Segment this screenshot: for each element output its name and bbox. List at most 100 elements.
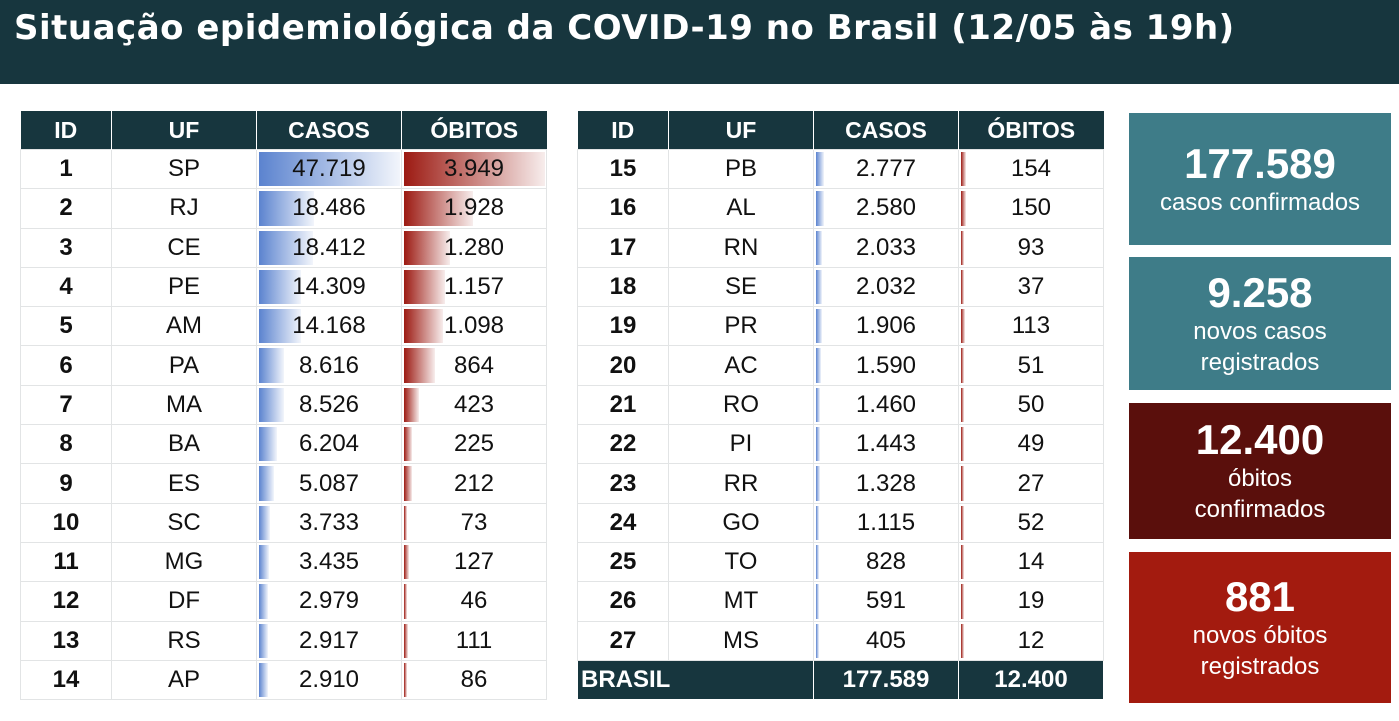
row-uf: PE (111, 266, 257, 308)
card-label-line: confirmados (1194, 496, 1326, 523)
row-casos: 6.204 (256, 424, 402, 465)
row-id: 22 (577, 424, 669, 465)
table-row: 7 MA 8.526 423 (20, 384, 547, 426)
casos-bar (259, 309, 301, 344)
obitos-bar (961, 230, 965, 265)
row-obitos: 225 (401, 424, 547, 465)
obitos-bar (404, 623, 408, 658)
casos-value: 2.917 (298, 626, 360, 654)
row-obitos: 1.098 (401, 306, 547, 347)
row-casos: 3.733 (256, 502, 402, 543)
casos-bar (259, 348, 285, 383)
row-casos: 18.486 (256, 188, 402, 229)
row-obitos: 49 (958, 424, 1104, 465)
row-id: 4 (20, 266, 112, 308)
row-casos: 18.412 (256, 227, 402, 268)
casos-value: 2.979 (298, 587, 360, 615)
row-casos: 1.590 (813, 345, 959, 386)
obitos-value: 12 (1017, 626, 1045, 654)
row-casos: 5.087 (256, 463, 402, 504)
obitos-bar (404, 152, 545, 187)
obitos-value: 50 (1017, 390, 1045, 418)
card-label-line: novos casos (1193, 317, 1327, 345)
casos-bar (816, 230, 822, 265)
obitos-bar (404, 230, 450, 265)
obitos-value: 1.157 (443, 273, 505, 301)
obitos-value: 150 (1010, 194, 1052, 222)
obitos-bar (961, 191, 967, 226)
casos-value: 6.204 (298, 430, 360, 458)
obitos-bar (404, 544, 409, 580)
table-row: 13 RS 2.917 111 (20, 620, 547, 661)
obitos-value: 423 (453, 390, 495, 418)
card-number: 9.258 (1207, 268, 1313, 316)
obitos-bar (404, 387, 420, 423)
table-row: 1 SP 47.719 3.949 (20, 148, 547, 190)
table-row: 23 RR 1.328 27 (577, 463, 1104, 504)
row-obitos: 46 (401, 581, 547, 622)
row-id: 16 (577, 188, 669, 229)
casos-value: 1.115 (856, 508, 916, 536)
casos-bar (816, 544, 819, 580)
obitos-value: 154 (1010, 155, 1052, 183)
casos-bar (816, 505, 820, 540)
row-casos: 47.719 (256, 148, 402, 190)
row-obitos: 52 (958, 502, 1104, 543)
row-id: 6 (20, 345, 112, 386)
row-id: 21 (577, 384, 669, 426)
obitos-bar (961, 348, 964, 383)
row-obitos: 3.949 (401, 148, 547, 190)
row-casos: 1.906 (813, 306, 959, 347)
row-uf: AL (668, 188, 814, 229)
row-uf: RO (668, 384, 814, 426)
obitos-bar (404, 466, 412, 501)
table-header-row: ID UF CASOS ÓBITOS (20, 111, 547, 150)
row-uf: ES (111, 463, 257, 504)
row-uf: PR (668, 306, 814, 347)
table-row: 15 PB 2.777 154 (577, 148, 1104, 190)
card-novos-casos: 9.258 novos casos registrados (1129, 257, 1391, 390)
casos-value: 1.443 (855, 430, 917, 458)
row-id: 25 (577, 541, 669, 583)
row-uf: SE (668, 266, 814, 308)
obitos-bar (961, 387, 964, 423)
table-row: 6 PA 8.616 864 (20, 345, 547, 386)
row-id: 17 (577, 227, 669, 268)
row-uf: SC (111, 502, 257, 543)
table-row: 3 CE 18.412 1.280 (20, 227, 547, 268)
card-label-line: registrados (1200, 348, 1320, 376)
obitos-bar (961, 466, 964, 501)
casos-value: 3.435 (298, 548, 360, 576)
header-obitos: ÓBITOS (958, 111, 1104, 150)
row-id: 12 (20, 581, 112, 622)
casos-value: 2.032 (855, 273, 917, 301)
casos-value: 5.087 (298, 469, 360, 497)
casos-value: 2.777 (855, 155, 917, 183)
casos-bar (816, 427, 821, 462)
obitos-bar (961, 623, 964, 658)
row-id: 20 (577, 345, 669, 386)
casos-value: 8.616 (298, 351, 360, 379)
row-obitos: 1.157 (401, 266, 547, 308)
casos-value: 14.168 (292, 312, 366, 340)
obitos-value: 51 (1017, 351, 1045, 379)
row-uf: MG (111, 541, 257, 583)
row-obitos: 113 (958, 306, 1104, 347)
obitos-bar (961, 427, 964, 462)
casos-value: 591 (865, 587, 907, 615)
obitos-value: 111 (455, 626, 493, 654)
obitos-value: 37 (1017, 273, 1045, 301)
obitos-value: 127 (453, 548, 495, 576)
casos-bar (259, 269, 302, 305)
casos-bar (816, 191, 824, 226)
table-row: 18 SE 2.032 37 (577, 266, 1104, 308)
row-uf: SP (111, 148, 257, 190)
obitos-bar (404, 505, 407, 540)
row-id: 18 (577, 266, 669, 308)
casos-bar (259, 152, 400, 187)
obitos-bar (404, 427, 413, 462)
row-id: 27 (577, 620, 669, 661)
row-uf: RJ (111, 188, 257, 229)
row-obitos: 111 (401, 620, 547, 661)
row-obitos: 864 (401, 345, 547, 386)
